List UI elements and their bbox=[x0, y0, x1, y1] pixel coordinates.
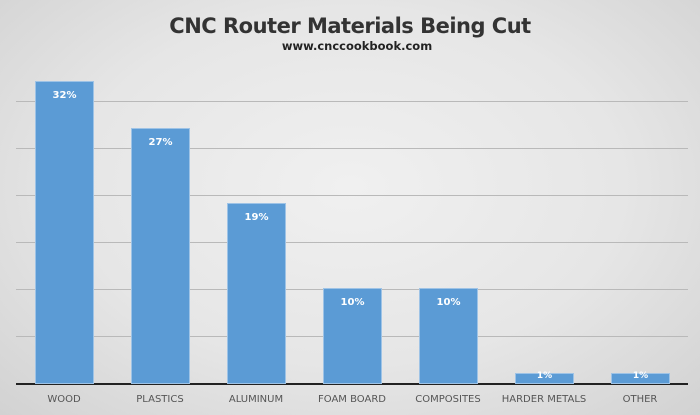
x-tick-label: FOAM BOARD bbox=[318, 394, 386, 405]
data-label: 27% bbox=[148, 137, 173, 148]
x-tick-label: ALUMINUM bbox=[228, 394, 284, 405]
x-axis-line bbox=[16, 383, 688, 385]
chart-subtitle: www.cnccookbook.com bbox=[281, 39, 433, 53]
x-tick-label: WOOD bbox=[47, 394, 81, 405]
gridline bbox=[16, 148, 688, 149]
data-label: 32% bbox=[52, 90, 77, 101]
bar-composites: 10% bbox=[420, 289, 477, 383]
gridline bbox=[16, 242, 688, 243]
gridline bbox=[16, 101, 688, 102]
x-tick-label: OTHER bbox=[622, 394, 658, 405]
bar-harder-metals: 1% bbox=[516, 371, 573, 383]
data-label: 10% bbox=[340, 297, 365, 308]
plot-area: 32% WOOD 27% PLASTICS 19% ALUMINUM 10% FOAM BOA… bbox=[16, 0, 688, 415]
data-label: 19% bbox=[244, 212, 269, 223]
bar-other: 1% bbox=[612, 371, 669, 383]
gridline bbox=[16, 195, 688, 196]
x-tick-label: PLASTICS bbox=[136, 394, 184, 405]
chart-title: CNC Router Materials Being Cut bbox=[169, 14, 531, 38]
bar-plastics: 27% bbox=[132, 129, 189, 383]
x-tick-label: COMPOSITES bbox=[415, 394, 481, 405]
bar-wood: 32% bbox=[36, 82, 93, 383]
data-label: 1% bbox=[632, 371, 649, 381]
bar-foam-board: 10% bbox=[324, 289, 381, 383]
data-label: 1% bbox=[536, 371, 553, 381]
x-tick-label: HARDER METALS bbox=[501, 394, 587, 405]
bar-aluminum: 19% bbox=[228, 204, 285, 383]
data-label: 10% bbox=[436, 297, 461, 308]
